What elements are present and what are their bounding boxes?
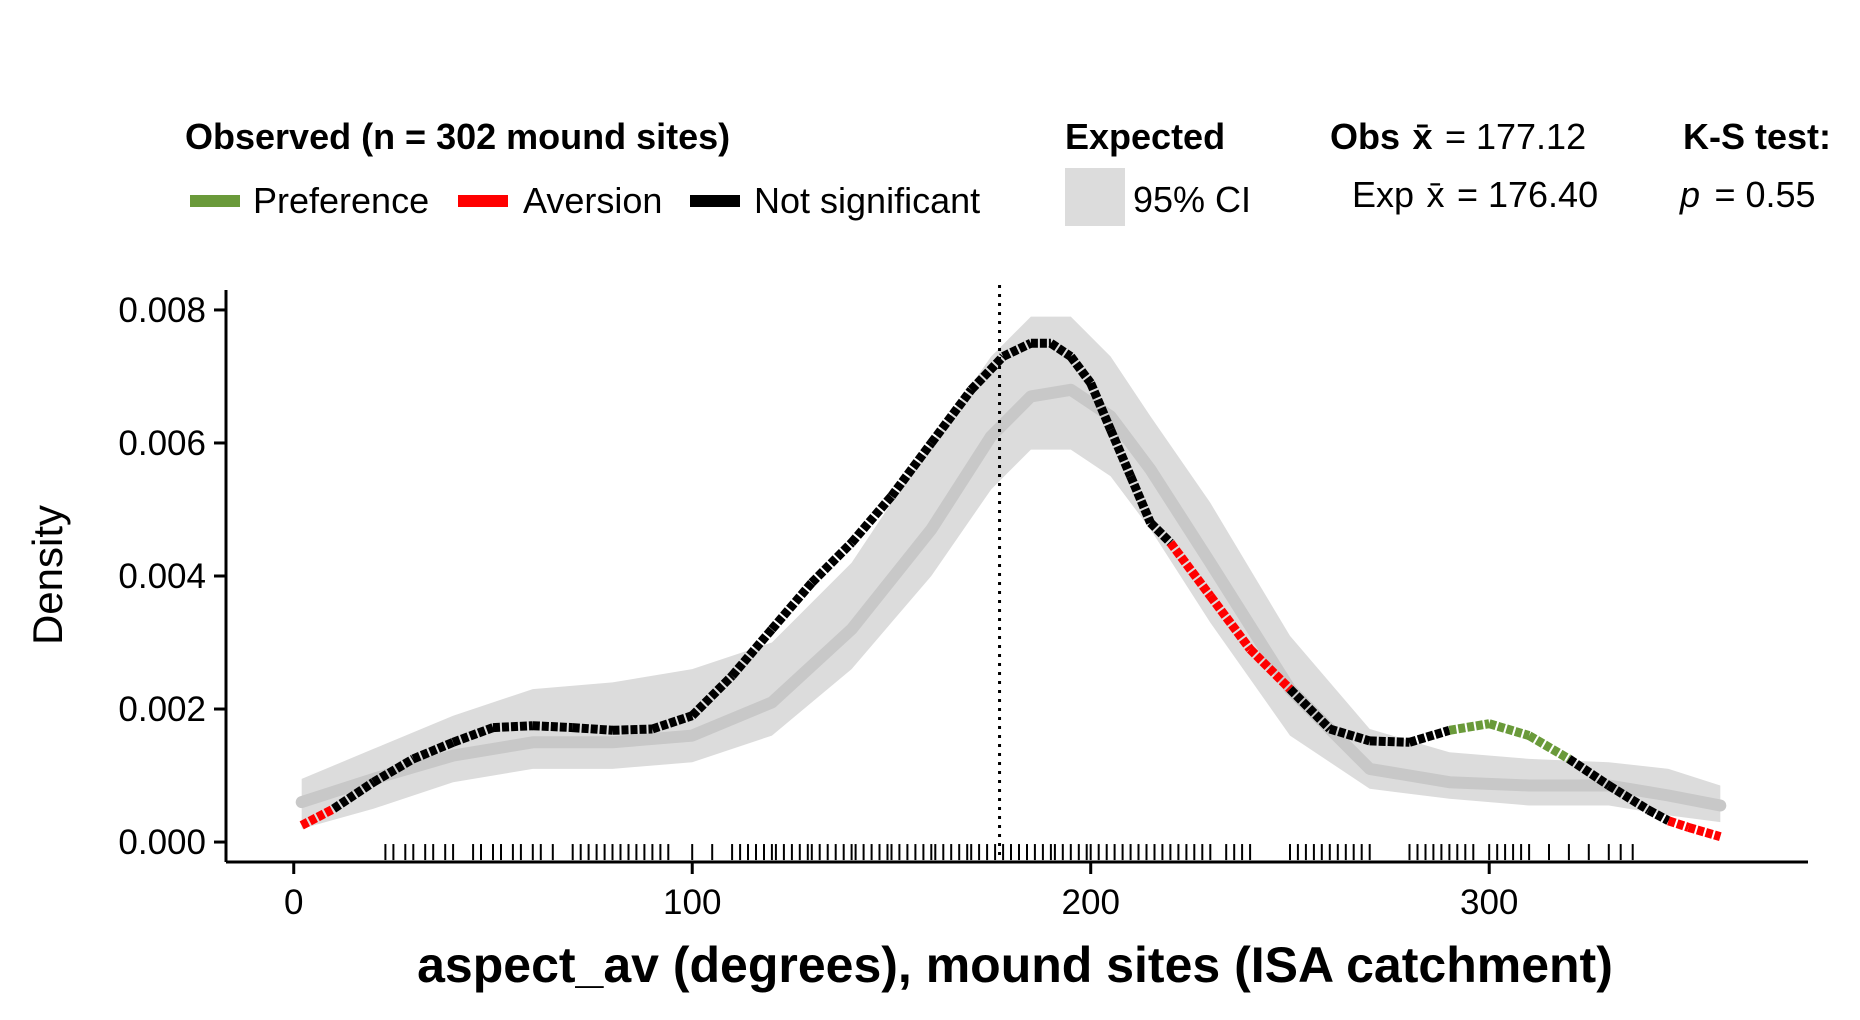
observed-segment	[299, 804, 336, 830]
y-tick-label: 0.008	[118, 291, 206, 330]
observed-segment	[612, 724, 653, 735]
legend-swatch-aversion	[458, 195, 508, 207]
observed-segment	[1206, 593, 1254, 652]
legend-label-preference: Preference	[253, 180, 429, 221]
observed-segment	[728, 626, 776, 679]
observed-segment	[1448, 719, 1490, 735]
observed-segment	[1646, 806, 1671, 825]
ci-band	[301, 316, 1721, 829]
observed-segment	[1687, 823, 1722, 842]
observed-segment	[1286, 685, 1333, 733]
observed-segment	[1369, 736, 1410, 747]
observed-segment	[1086, 381, 1115, 432]
observed-segment	[1606, 781, 1651, 814]
ks-test-p: p = 0.55	[1679, 174, 1816, 215]
observed-segment	[887, 440, 935, 499]
observed-segment	[808, 539, 855, 586]
legend-expected-title: Expected	[1065, 116, 1225, 157]
legend-observed: Observed (n = 302 mound sites) Preferenc…	[185, 116, 980, 221]
observed-segment	[371, 755, 416, 787]
observed-segment	[532, 721, 573, 733]
exp-mean-prefix: Exp	[1352, 174, 1414, 215]
legend-observed-title: Observed (n = 302 mound sites)	[185, 116, 730, 157]
ks-p-value: = 0.55	[1714, 174, 1815, 215]
exp-mean-label: Exp x̄ = 176.40	[1352, 174, 1598, 215]
y-axis-title: Density	[24, 505, 71, 645]
observed-segment	[1166, 540, 1214, 599]
ks-p-symbol: p	[1679, 174, 1700, 215]
observed-segment	[411, 738, 455, 764]
legend-label-not-significant: Not significant	[754, 180, 980, 221]
legend-label-aversion: Aversion	[523, 180, 662, 221]
observed-segment	[1147, 519, 1174, 546]
obs-mean-label: Obs x̄ = 177.12	[1330, 116, 1586, 157]
observed-segment	[1667, 816, 1690, 832]
exp-mean-symbol: x̄	[1427, 174, 1445, 215]
observed-segment	[1067, 353, 1095, 386]
expected-line	[295, 383, 1727, 812]
y-tick-label: 0.002	[118, 690, 206, 729]
legend-expected: Expected 95% CI	[1065, 116, 1251, 226]
observed-segment	[1001, 339, 1033, 361]
observed-segment	[1566, 755, 1612, 790]
legend-swatch-preference	[190, 195, 240, 207]
observed-segment	[451, 723, 495, 747]
expected-line-layer	[295, 383, 1727, 812]
obs-mean-prefix: Obs	[1330, 116, 1400, 157]
plot-area: 0.000 0.002 0.004 0.006 0.008 0 100 200 300	[118, 285, 1808, 922]
observed-segment	[967, 353, 1007, 393]
legend-means: Obs x̄ = 177.12 Exp x̄ = 176.40	[1330, 116, 1598, 215]
rug-layer	[384, 844, 1634, 861]
legend-label-ci: 95% CI	[1133, 179, 1251, 220]
observed-segment	[650, 711, 694, 734]
observed-segment	[1048, 339, 1074, 361]
observed-segment	[1328, 724, 1371, 746]
x-axis-title: aspect_av (degrees), mound sites (ISA ca…	[417, 937, 1613, 993]
ks-test-title: K-S test:	[1683, 116, 1831, 157]
observed-segment	[492, 721, 534, 733]
observed-segment	[927, 387, 975, 446]
observed-segment	[1126, 474, 1155, 525]
y-tick-label: 0.000	[118, 823, 206, 862]
x-tick-label: 100	[663, 883, 721, 922]
observed-segment	[1106, 427, 1135, 478]
x-tick-label: 0	[284, 883, 303, 922]
observed-segment	[1487, 719, 1531, 740]
observed-segment	[1408, 725, 1451, 747]
observed-segment	[689, 672, 736, 719]
x-tick-label: 200	[1062, 883, 1120, 922]
y-tick-label: 0.004	[118, 557, 206, 596]
observed-segment	[1526, 731, 1572, 763]
axes: 0.000 0.002 0.004 0.006 0.008 0 100 200 300	[118, 290, 1808, 922]
legend-swatch-ci	[1065, 168, 1125, 226]
ci-band-layer	[301, 316, 1721, 829]
observed-line-layer	[299, 338, 1722, 842]
observed-segment	[572, 723, 613, 735]
exp-mean-value: = 176.40	[1457, 174, 1598, 215]
observed-segment	[1246, 646, 1294, 693]
legend-swatch-not-significant	[690, 195, 740, 207]
observed-segment	[768, 579, 816, 633]
observed-segment	[848, 493, 895, 546]
observed-segment	[331, 778, 376, 813]
obs-mean-value: = 177.12	[1445, 116, 1586, 157]
x-tick-label: 300	[1460, 883, 1518, 922]
y-tick-label: 0.006	[118, 424, 206, 463]
legend-ks-test: K-S test: p = 0.55	[1679, 116, 1831, 215]
obs-mean-symbol: x̄	[1412, 116, 1432, 157]
